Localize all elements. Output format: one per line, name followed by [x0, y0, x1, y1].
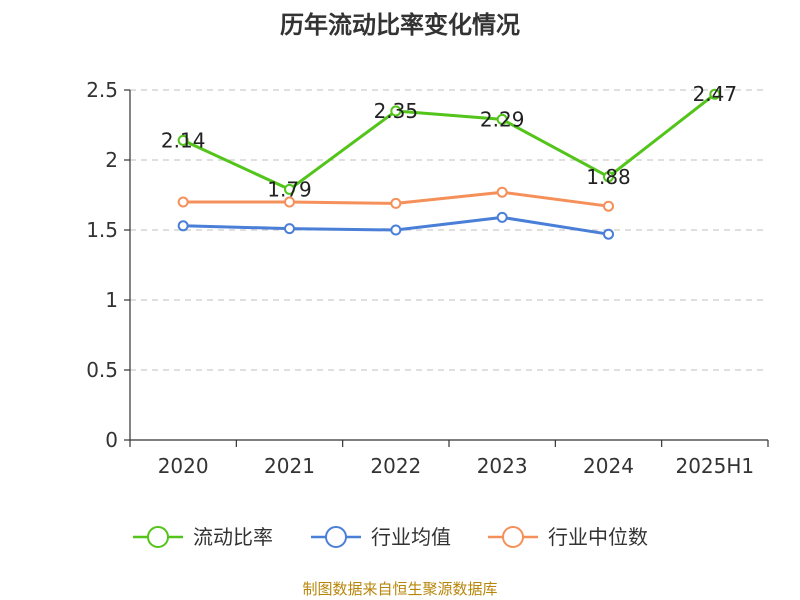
data-point	[390, 197, 402, 209]
data-point	[284, 183, 295, 195]
legend-label: 行业中位数	[548, 525, 648, 549]
y-tick-label: 2.5	[86, 78, 118, 102]
data-labels: 2.14 1.79 2.35 2.29 1.88 2.47	[161, 82, 737, 201]
data-point	[496, 186, 508, 198]
data-label: 2.47	[693, 82, 738, 106]
x-tick-label: 2021	[264, 454, 315, 478]
axes: 0 0.5 1 1.5 2 2.5 2020 2021 2022 2023 2024 2025H1	[86, 78, 769, 478]
data-point	[284, 223, 295, 235]
legend-marker	[325, 526, 347, 548]
x-tick-label: 2020	[158, 454, 209, 478]
data-point	[177, 220, 189, 232]
chart-title: 历年流动比率变化情况	[280, 11, 520, 39]
data-point	[390, 224, 402, 236]
data-label: 2.35	[374, 99, 419, 123]
legend-marker	[502, 526, 524, 548]
data-point	[603, 200, 614, 212]
y-tick-label: 0	[105, 428, 118, 452]
data-point	[177, 196, 189, 208]
x-tick-label: 2022	[370, 454, 421, 478]
y-tick-label: 2	[105, 148, 118, 172]
data-point	[496, 113, 508, 125]
legend-label: 流动比率	[193, 525, 273, 549]
data-label: 1.88	[586, 165, 631, 189]
data-point	[284, 196, 295, 208]
legend-marker	[147, 526, 169, 548]
data-label: 2.29	[480, 107, 525, 131]
series-line	[181, 92, 717, 191]
grid-lines	[130, 89, 768, 371]
data-point	[390, 105, 402, 117]
data-label: 1.79	[267, 177, 312, 201]
y-tick-label: 1	[105, 288, 118, 312]
data-point	[603, 171, 614, 183]
data-label: 2.14	[161, 128, 206, 152]
data-point	[709, 88, 721, 100]
legend: 流动比率 行业均值 行业中位数	[133, 525, 648, 549]
x-tick-label: 2025H1	[675, 454, 754, 478]
data-point	[496, 211, 508, 223]
x-tick-label: 2024	[583, 454, 634, 478]
series-group	[177, 88, 721, 240]
data-point	[603, 228, 614, 240]
data-point	[177, 134, 189, 146]
source-note: 制图数据来自恒生聚源数据库	[302, 580, 497, 598]
y-tick-label: 0.5	[86, 358, 118, 382]
x-tick-label: 2023	[477, 454, 528, 478]
legend-label: 行业均值	[371, 525, 451, 549]
y-tick-label: 1.5	[86, 218, 118, 242]
